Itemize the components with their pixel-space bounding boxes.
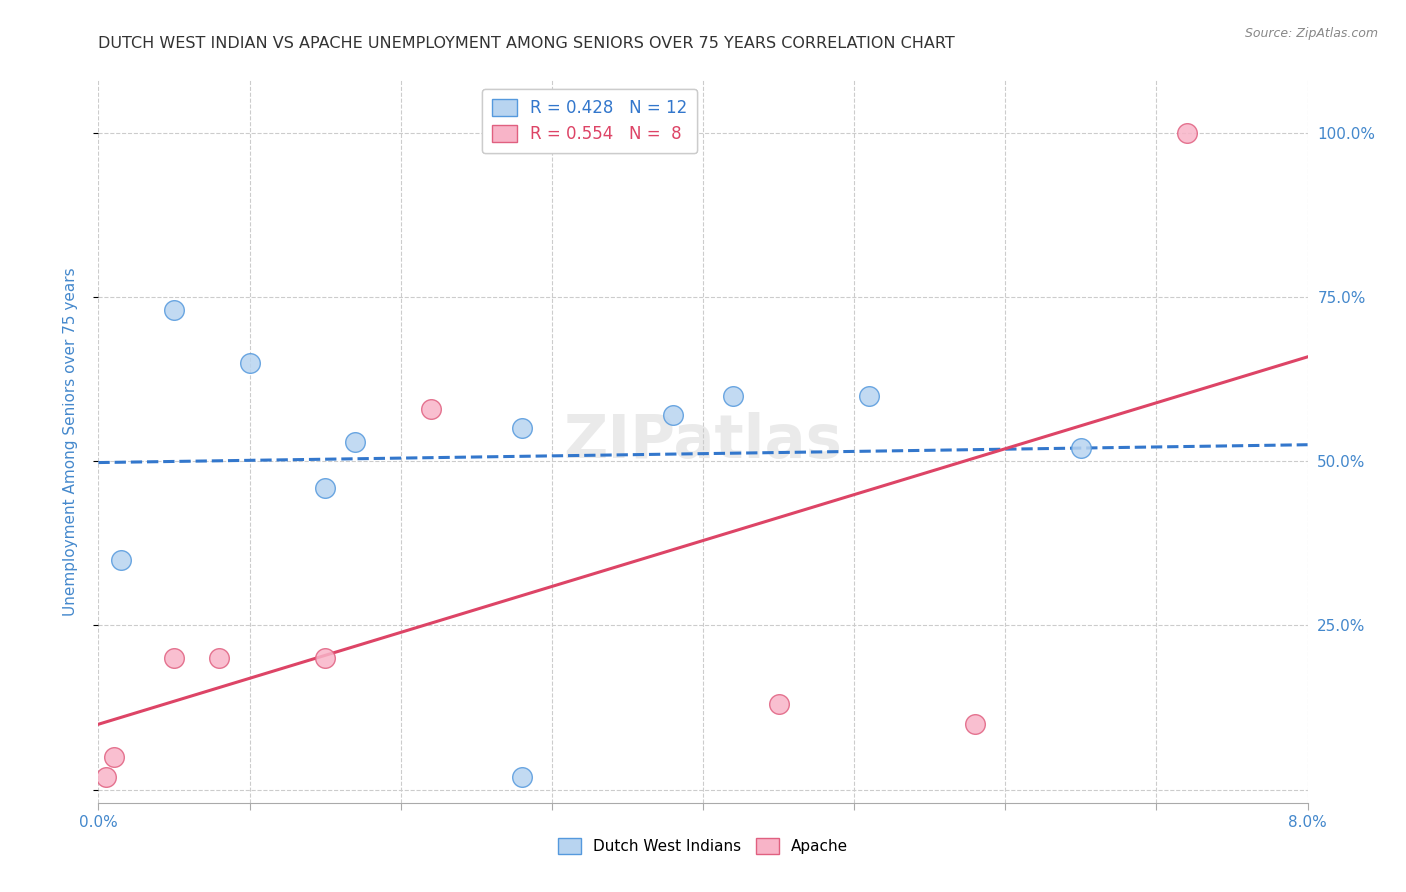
Point bbox=[510, 770, 533, 784]
Point bbox=[239, 356, 262, 370]
Point bbox=[314, 651, 336, 665]
Point bbox=[163, 651, 186, 665]
Point bbox=[110, 553, 132, 567]
Point bbox=[103, 749, 125, 764]
Point bbox=[858, 388, 880, 402]
Point bbox=[314, 481, 336, 495]
Point bbox=[208, 651, 231, 665]
Point bbox=[768, 698, 790, 712]
Text: ZIPatlas: ZIPatlas bbox=[564, 412, 842, 471]
Text: Source: ZipAtlas.com: Source: ZipAtlas.com bbox=[1244, 27, 1378, 40]
Point bbox=[965, 717, 987, 731]
Text: DUTCH WEST INDIAN VS APACHE UNEMPLOYMENT AMONG SENIORS OVER 75 YEARS CORRELATION: DUTCH WEST INDIAN VS APACHE UNEMPLOYMENT… bbox=[98, 36, 955, 51]
Point bbox=[723, 388, 745, 402]
Point bbox=[510, 421, 533, 435]
Point bbox=[1175, 126, 1198, 140]
Point bbox=[163, 303, 186, 318]
Point bbox=[661, 409, 683, 423]
Point bbox=[344, 434, 367, 449]
Point bbox=[420, 401, 443, 416]
Legend: Dutch West Indians, Apache: Dutch West Indians, Apache bbox=[551, 832, 855, 860]
Point bbox=[1070, 441, 1092, 455]
Y-axis label: Unemployment Among Seniors over 75 years: Unemployment Among Seniors over 75 years bbox=[63, 268, 77, 615]
Point bbox=[94, 770, 117, 784]
